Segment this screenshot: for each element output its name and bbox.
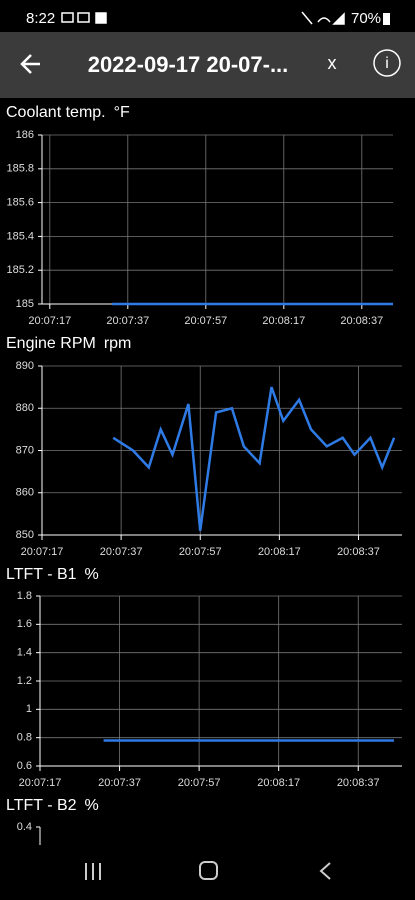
x-tick-label: 20:07:57 [179, 546, 222, 558]
x-tick-label: 20:07:37 [100, 546, 143, 558]
nav-bar [0, 845, 415, 900]
x-tick-label: 20:08:17 [262, 315, 305, 327]
header-title: 2022-09-17 20-07-... [88, 52, 289, 77]
info-label: i [385, 55, 389, 72]
x-tick-label: 20:08:17 [258, 546, 301, 558]
y-tick-label: 1.2 [17, 675, 32, 687]
y-tick-label: 186 [16, 129, 34, 141]
status-bar [0, 0, 415, 32]
x-tick-label: 20:08:37 [340, 315, 383, 327]
chart-unit: rpm [104, 335, 132, 352]
chart-unit: °F [114, 104, 130, 121]
chart-title: LTFT - B1 [6, 566, 77, 583]
back-button[interactable] [20, 54, 40, 74]
nav-icons[interactable] [85, 861, 331, 880]
y-tick-label: 850 [16, 529, 34, 541]
y-tick-label: 1.4 [17, 647, 32, 659]
x-tick-label: 20:07:57 [184, 315, 227, 327]
x-tick-label: 20:08:37 [337, 546, 380, 558]
y-tick-label: 185.8 [6, 163, 34, 175]
x-tick-label: 20:07:57 [178, 777, 221, 789]
y-tick-label: 1.8 [17, 590, 32, 602]
x-tick-label: 20:07:37 [98, 777, 141, 789]
y-tick-label: 0.6 [17, 760, 32, 772]
y-tick-label: 860 [16, 487, 34, 499]
x-tick-label: 20:07:17 [19, 777, 62, 789]
y-tick-label: 0.8 [17, 732, 32, 744]
y-tick-label: 185.2 [6, 264, 34, 276]
y-tick-label: 870 [16, 444, 34, 456]
y-tick-label: 185 [16, 298, 34, 310]
status-battery: 70% [351, 10, 381, 27]
chart-unit: % [85, 797, 99, 814]
y-tick-label: 0.4 [17, 821, 32, 833]
data-line [112, 386, 396, 531]
chart-title: LTFT - B2 [6, 797, 77, 814]
x-tick-label: 20:08:17 [257, 777, 300, 789]
y-tick-label: 185.4 [6, 230, 34, 242]
app-header [0, 32, 415, 98]
chart-title: Coolant temp. [6, 104, 106, 121]
battery-icon [383, 13, 390, 25]
x-tick-label: 20:07:17 [28, 315, 71, 327]
x-tick-label: 20:07:37 [106, 315, 149, 327]
close-button[interactable]: x [328, 53, 337, 73]
chart-title: Engine RPM [6, 335, 96, 352]
chart-unit: % [85, 566, 99, 583]
x-tick-label: 20:08:37 [337, 777, 380, 789]
y-tick-label: 880 [16, 402, 34, 414]
y-tick-label: 1 [26, 703, 32, 715]
x-tick-label: 20:07:17 [21, 546, 64, 558]
info-button[interactable] [373, 49, 401, 77]
y-tick-label: 185.6 [6, 197, 34, 209]
y-tick-label: 890 [16, 360, 34, 372]
y-tick-label: 1.6 [17, 618, 32, 630]
status-icons [61, 11, 345, 25]
status-time: 8:22 [26, 10, 55, 27]
